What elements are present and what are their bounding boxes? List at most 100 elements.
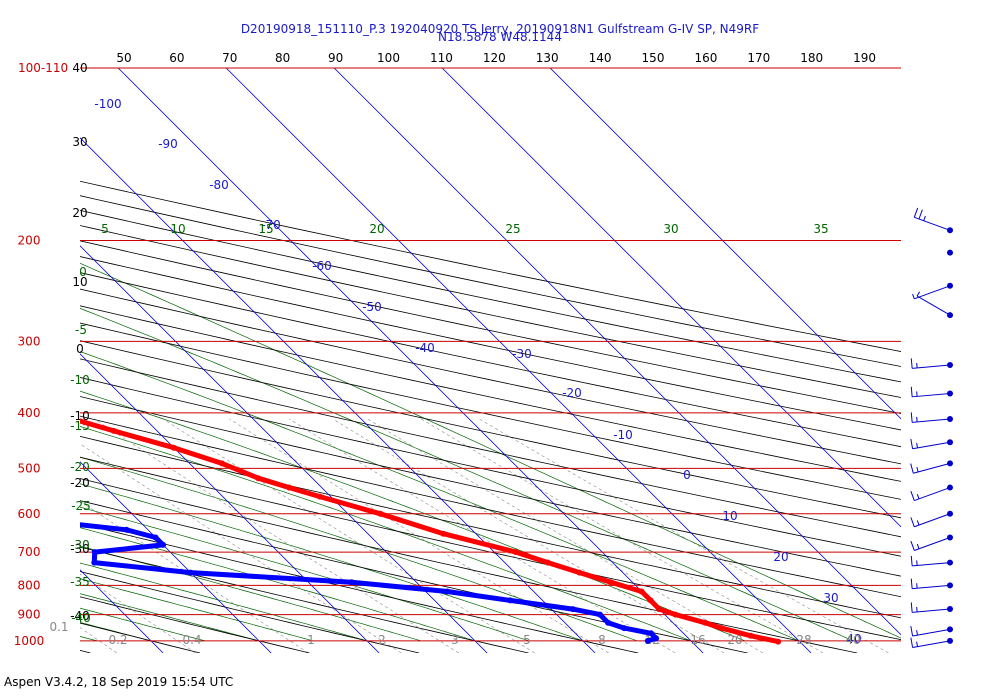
dry-adiabat-line xyxy=(80,596,310,653)
moist-label: 5 xyxy=(101,222,109,236)
temperature-point xyxy=(718,625,725,632)
mixing-ratio-label: 0.4 xyxy=(182,633,201,647)
dewpoint-point xyxy=(653,635,660,642)
temperature-trace xyxy=(80,418,781,645)
wind-barb xyxy=(910,484,953,502)
moist-left-label: -5 xyxy=(75,323,87,337)
wind-barb xyxy=(910,510,953,528)
temperature-point xyxy=(656,606,663,613)
mixing-ratio-line xyxy=(332,418,725,653)
isotherm-label: 10 xyxy=(722,509,737,523)
wind-barb-staff xyxy=(912,628,951,637)
pressure-label: 900 xyxy=(18,608,41,622)
isotherm-label: -10 xyxy=(613,428,633,442)
left-tick-label: -10 xyxy=(70,409,90,423)
wind-barb-flag xyxy=(910,490,915,501)
isotherm-label: -60 xyxy=(312,259,332,273)
isotherm-label: 40 xyxy=(846,632,861,646)
mixing-ratio-label: 20 xyxy=(727,633,742,647)
dewpoint-point xyxy=(644,637,651,644)
moist-adiabat-line xyxy=(80,562,368,642)
mixing-ratio-label: 1 xyxy=(307,633,315,647)
pressure-label: 100-110 xyxy=(18,61,68,75)
temperature-point xyxy=(672,611,679,618)
dry-adiabat-line xyxy=(80,435,901,619)
mixing-ratio-label: 3 xyxy=(451,633,459,647)
pressure-label: 200 xyxy=(18,233,41,247)
wind-barb-flag xyxy=(910,555,913,566)
wind-barb-flag xyxy=(912,293,915,299)
moist-label: 10 xyxy=(170,222,185,236)
pressure-label: 1000 xyxy=(14,634,45,648)
temperature-point xyxy=(747,632,754,639)
isotherm-line xyxy=(549,68,901,420)
moist-adiabat-line xyxy=(80,607,206,642)
mixing-ratio-line xyxy=(479,418,889,653)
temperature-point xyxy=(316,493,323,500)
wind-barb-flag xyxy=(916,291,921,297)
wind-barb-flag xyxy=(910,578,913,589)
dewpoint-point xyxy=(123,526,130,533)
moist-label: 30 xyxy=(663,222,678,236)
dry-adiabat-line xyxy=(80,209,901,383)
dry-adiabat-line xyxy=(80,340,901,519)
wind-barb xyxy=(947,249,953,256)
isotherm-label: -80 xyxy=(209,178,229,192)
left-tick-label: 40 xyxy=(72,61,87,75)
temperature-point xyxy=(110,427,117,434)
isotherm-label: 20 xyxy=(773,550,788,564)
temperature-point xyxy=(647,597,654,604)
wind-barb-flag xyxy=(910,438,914,449)
wind-barb xyxy=(910,578,953,590)
isotherm-label: -70 xyxy=(261,218,281,232)
wind-barb-flag xyxy=(916,630,918,636)
dewpoint-point xyxy=(152,534,159,541)
top-tick-label: 120 xyxy=(483,51,506,65)
mixing-ratio-line xyxy=(367,418,764,653)
wind-barb-flag xyxy=(910,412,913,423)
moist-label: 20 xyxy=(369,222,384,236)
wind-barb xyxy=(913,207,953,234)
mixing-ratio-line xyxy=(94,418,459,653)
temperature-point xyxy=(286,484,293,491)
wind-barb-staff xyxy=(914,513,951,528)
dewpoint-point xyxy=(597,611,603,618)
top-tick-label: 160 xyxy=(694,51,717,65)
isotherm-line xyxy=(80,353,380,653)
moist-left-label: 0 xyxy=(79,265,87,279)
wind-barb-staff xyxy=(912,364,951,369)
dry-adiabat-line xyxy=(80,649,91,653)
top-tick-label: 90 xyxy=(328,51,343,65)
mixing-ratio-label: 28 xyxy=(796,633,811,647)
isotherm-label: -100 xyxy=(94,97,121,111)
temperature-point xyxy=(170,444,177,451)
wind-barb-staff xyxy=(912,393,951,398)
moist-label: 15 xyxy=(258,222,273,236)
dewpoint-point xyxy=(507,597,514,604)
wind-barb-staff xyxy=(912,418,951,423)
pressure-label: 700 xyxy=(18,545,41,559)
isotherm-line xyxy=(117,68,704,653)
dewpoint-point xyxy=(43,511,49,517)
top-tick-label: 100 xyxy=(377,51,400,65)
wind-barb xyxy=(910,626,953,637)
top-tick-label: 110 xyxy=(430,51,453,65)
pressure-label: 300 xyxy=(18,334,41,348)
wind-barb-flag xyxy=(910,358,913,369)
dewpoint-point xyxy=(160,541,167,548)
dewpoint-point xyxy=(187,569,194,576)
isotherm-label: -30 xyxy=(512,347,532,361)
isotherm-line xyxy=(80,461,272,653)
top-tick-label: 70 xyxy=(222,51,237,65)
dry-adiabat-line xyxy=(80,195,901,367)
left-tick-label: -40 xyxy=(70,609,90,623)
wind-barb-staff xyxy=(912,640,951,648)
mixing-ratio-label: 16 xyxy=(690,633,705,647)
dewpoint-point xyxy=(91,549,98,556)
dewpoint-trace xyxy=(80,522,659,644)
temperature-point xyxy=(218,460,225,467)
dewpoint-point xyxy=(648,630,654,637)
wind-barb-flag xyxy=(913,207,919,218)
top-tick-label: 50 xyxy=(116,51,131,65)
